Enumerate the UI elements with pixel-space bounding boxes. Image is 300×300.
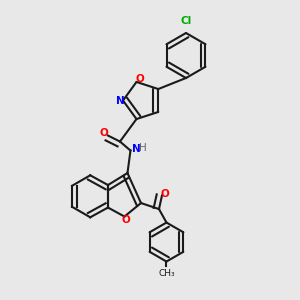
Text: H: H	[139, 143, 147, 153]
Text: N: N	[132, 144, 141, 154]
Text: CH₃: CH₃	[158, 269, 175, 278]
Text: O: O	[135, 74, 144, 84]
Text: O: O	[100, 128, 109, 138]
Text: O: O	[160, 189, 169, 199]
Text: Cl: Cl	[180, 16, 192, 26]
Text: N: N	[116, 95, 124, 106]
Text: O: O	[122, 214, 130, 224]
